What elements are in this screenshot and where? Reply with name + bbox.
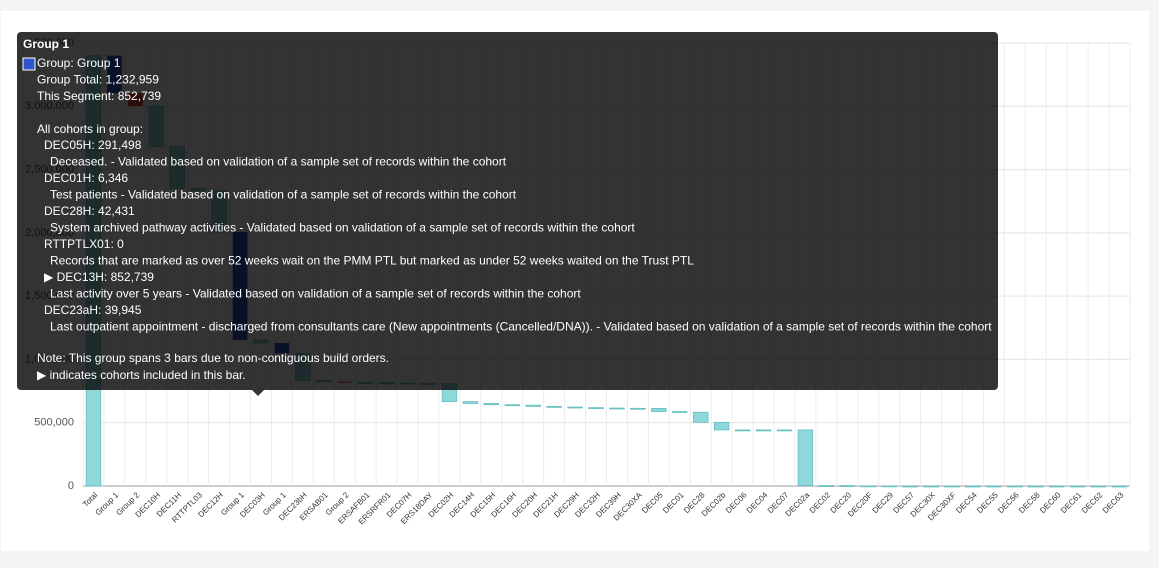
tooltip-note: Note: This group spans 3 bars due to non… — [37, 351, 389, 365]
bar — [881, 485, 897, 488]
y-tick-label: 500,000 — [34, 417, 74, 429]
tooltip-line: All cohorts in group: — [37, 122, 143, 136]
bar — [609, 407, 625, 410]
tooltip-cohort-description: Deceased. - Validated based on validatio… — [50, 155, 507, 169]
bar — [1090, 485, 1107, 488]
bar — [860, 485, 876, 488]
bar — [1028, 485, 1044, 488]
tooltip-cohort-description: System archived pathway activities - Val… — [50, 221, 635, 235]
bar — [588, 407, 604, 409]
tooltip-note: ▶ indicates cohorts included in this bar… — [37, 368, 246, 382]
tooltip-caret — [252, 390, 264, 396]
bar — [1111, 485, 1128, 488]
bar — [713, 421, 730, 431]
tooltip-cohort: RTTPTLX01: 0 — [44, 237, 124, 251]
bar — [902, 485, 918, 488]
bar — [630, 407, 646, 410]
tooltip-cohort: DEC28H: 42,431 — [44, 204, 135, 218]
bar — [1049, 485, 1065, 488]
bar — [797, 429, 814, 486]
bar — [776, 429, 793, 432]
tooltip-title: Group 1 — [23, 37, 69, 51]
bar — [1007, 485, 1023, 488]
tooltip-cohort: DEC23aH: 39,945 — [44, 303, 142, 317]
bar — [483, 403, 500, 406]
bar — [672, 411, 688, 413]
bar — [504, 404, 520, 407]
bar — [755, 429, 772, 432]
bar — [525, 404, 541, 407]
tooltip-cohort: DEC01H: 6,346 — [44, 171, 128, 185]
tooltip-cohort-description: Last outpatient appointment - discharged… — [50, 320, 992, 334]
tooltip-cohort: ▶ DEC13H: 852,739 — [44, 270, 154, 284]
bar — [818, 485, 835, 487]
tooltip-line: Group Total: 1,232,959 — [37, 73, 159, 87]
bar — [462, 401, 479, 404]
tooltip-cohort-description: Records that are marked as over 52 weeks… — [50, 254, 694, 268]
y-tick-label: 0 — [68, 480, 74, 492]
tooltip-cohort-description: Test patients - Validated based on valid… — [50, 188, 517, 202]
bar — [944, 485, 960, 488]
bar — [839, 485, 855, 487]
bar — [965, 485, 981, 488]
tooltip-line: Group: Group 1 — [37, 56, 121, 70]
bar — [986, 485, 1002, 488]
bar — [1069, 485, 1086, 488]
tooltip-swatch — [22, 57, 36, 71]
bar — [923, 485, 939, 488]
bar — [567, 406, 583, 409]
tooltip-cohort-description: Last activity over 5 years - Validated b… — [50, 287, 581, 301]
bar — [546, 406, 562, 408]
tooltip-line: This Segment: 852,739 — [37, 89, 161, 103]
tooltip-cohort: DEC05H: 291,498 — [44, 138, 142, 152]
bar — [651, 408, 667, 412]
bar — [734, 429, 751, 432]
bar — [693, 411, 709, 423]
tooltip-box — [17, 32, 998, 390]
tooltip: Group 1 Group: Group 1 Group Total: 1,232,… — [17, 32, 998, 396]
